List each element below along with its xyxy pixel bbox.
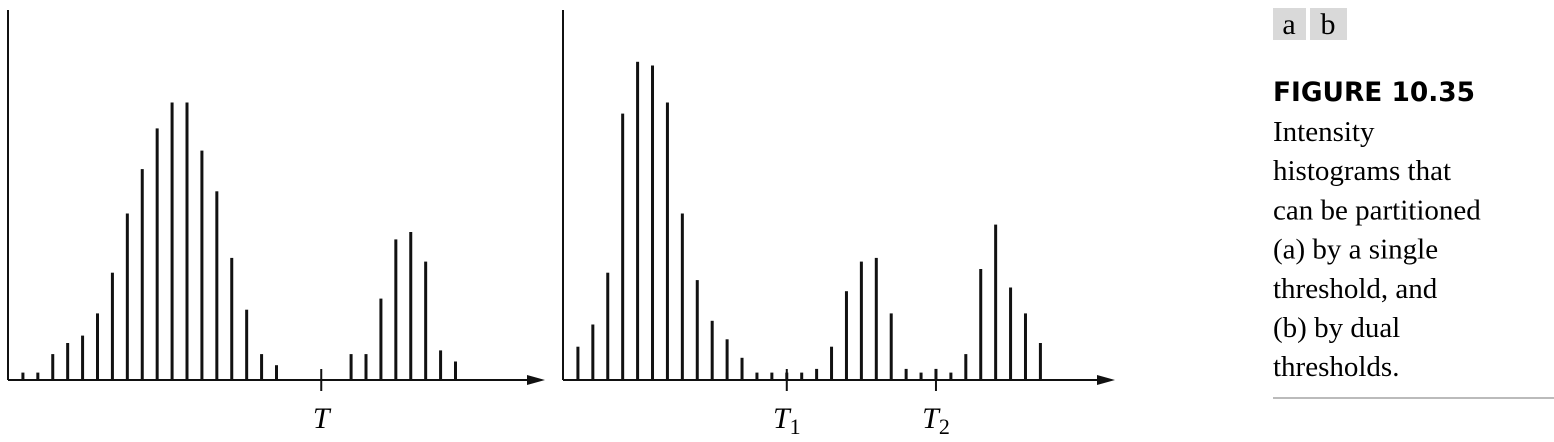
bar (260, 354, 264, 380)
caption-line: (a) by a single (1273, 234, 1438, 266)
bar (230, 257, 234, 380)
threshold-symbol: T (313, 402, 332, 435)
caption-line: (b) by dual (1273, 312, 1400, 344)
bar (364, 354, 368, 380)
bar (710, 320, 714, 380)
bar (394, 239, 398, 380)
bar (454, 361, 457, 380)
bar (919, 372, 923, 380)
bar (81, 335, 85, 380)
bar (1009, 287, 1013, 380)
bar (409, 232, 413, 380)
bar (949, 372, 953, 380)
bar (815, 368, 819, 380)
bar (636, 61, 640, 381)
bar (680, 213, 684, 380)
x-axis-arrow (527, 375, 545, 385)
bar (830, 346, 834, 380)
bar (874, 257, 878, 380)
bar (66, 343, 70, 380)
bar (185, 102, 189, 380)
panel-label-box (1310, 8, 1347, 40)
panel-label: b (1321, 8, 1336, 41)
panel-label-box (1273, 8, 1306, 40)
bar (576, 346, 580, 380)
threshold-subscript: 2 (939, 414, 950, 439)
threshold-subscript: 1 (790, 414, 801, 439)
caption-line: histograms that (1273, 155, 1451, 187)
bar (695, 280, 699, 380)
bar (740, 357, 744, 380)
caption-line: threshold, and (1273, 273, 1438, 305)
bar (51, 354, 55, 380)
bar (424, 261, 428, 380)
bar (770, 372, 774, 380)
bar (725, 339, 729, 380)
bar (125, 213, 129, 380)
bar (245, 309, 249, 380)
bar (904, 368, 908, 380)
bar (606, 272, 610, 380)
threshold-label: T2 (922, 402, 950, 439)
caption-line: can be partitioned (1273, 194, 1481, 226)
bar (140, 169, 144, 380)
caption-line: thresholds. (1273, 351, 1399, 383)
bar (665, 102, 669, 380)
bar (979, 269, 983, 380)
bar (379, 298, 383, 380)
bar (110, 272, 114, 380)
threshold-symbol: T (773, 402, 792, 435)
caption-line: Intensity (1273, 116, 1375, 148)
bar (170, 102, 174, 380)
bar (1023, 313, 1027, 380)
bar (964, 354, 968, 380)
bar (844, 291, 848, 380)
threshold-label: T1 (773, 402, 801, 439)
figure-number: FIGURE 10.35 (1273, 77, 1475, 108)
threshold-label: T (313, 402, 332, 435)
bar (439, 350, 443, 380)
bar (200, 150, 204, 380)
threshold-symbol: T (922, 402, 941, 435)
bar (21, 372, 25, 380)
x-axis-arrow (1097, 375, 1115, 385)
bar (1038, 343, 1042, 380)
bar (275, 365, 278, 380)
panel-label: a (1282, 8, 1295, 41)
bar (755, 372, 759, 380)
bar (994, 224, 998, 380)
bar (215, 191, 219, 380)
bar (36, 372, 40, 380)
bar (155, 128, 159, 380)
bar (859, 261, 863, 380)
bar (591, 324, 595, 380)
bar (651, 65, 655, 380)
bar (96, 313, 99, 380)
bar (621, 113, 625, 380)
bar (800, 372, 804, 380)
bar (349, 354, 353, 380)
bar (889, 313, 893, 380)
